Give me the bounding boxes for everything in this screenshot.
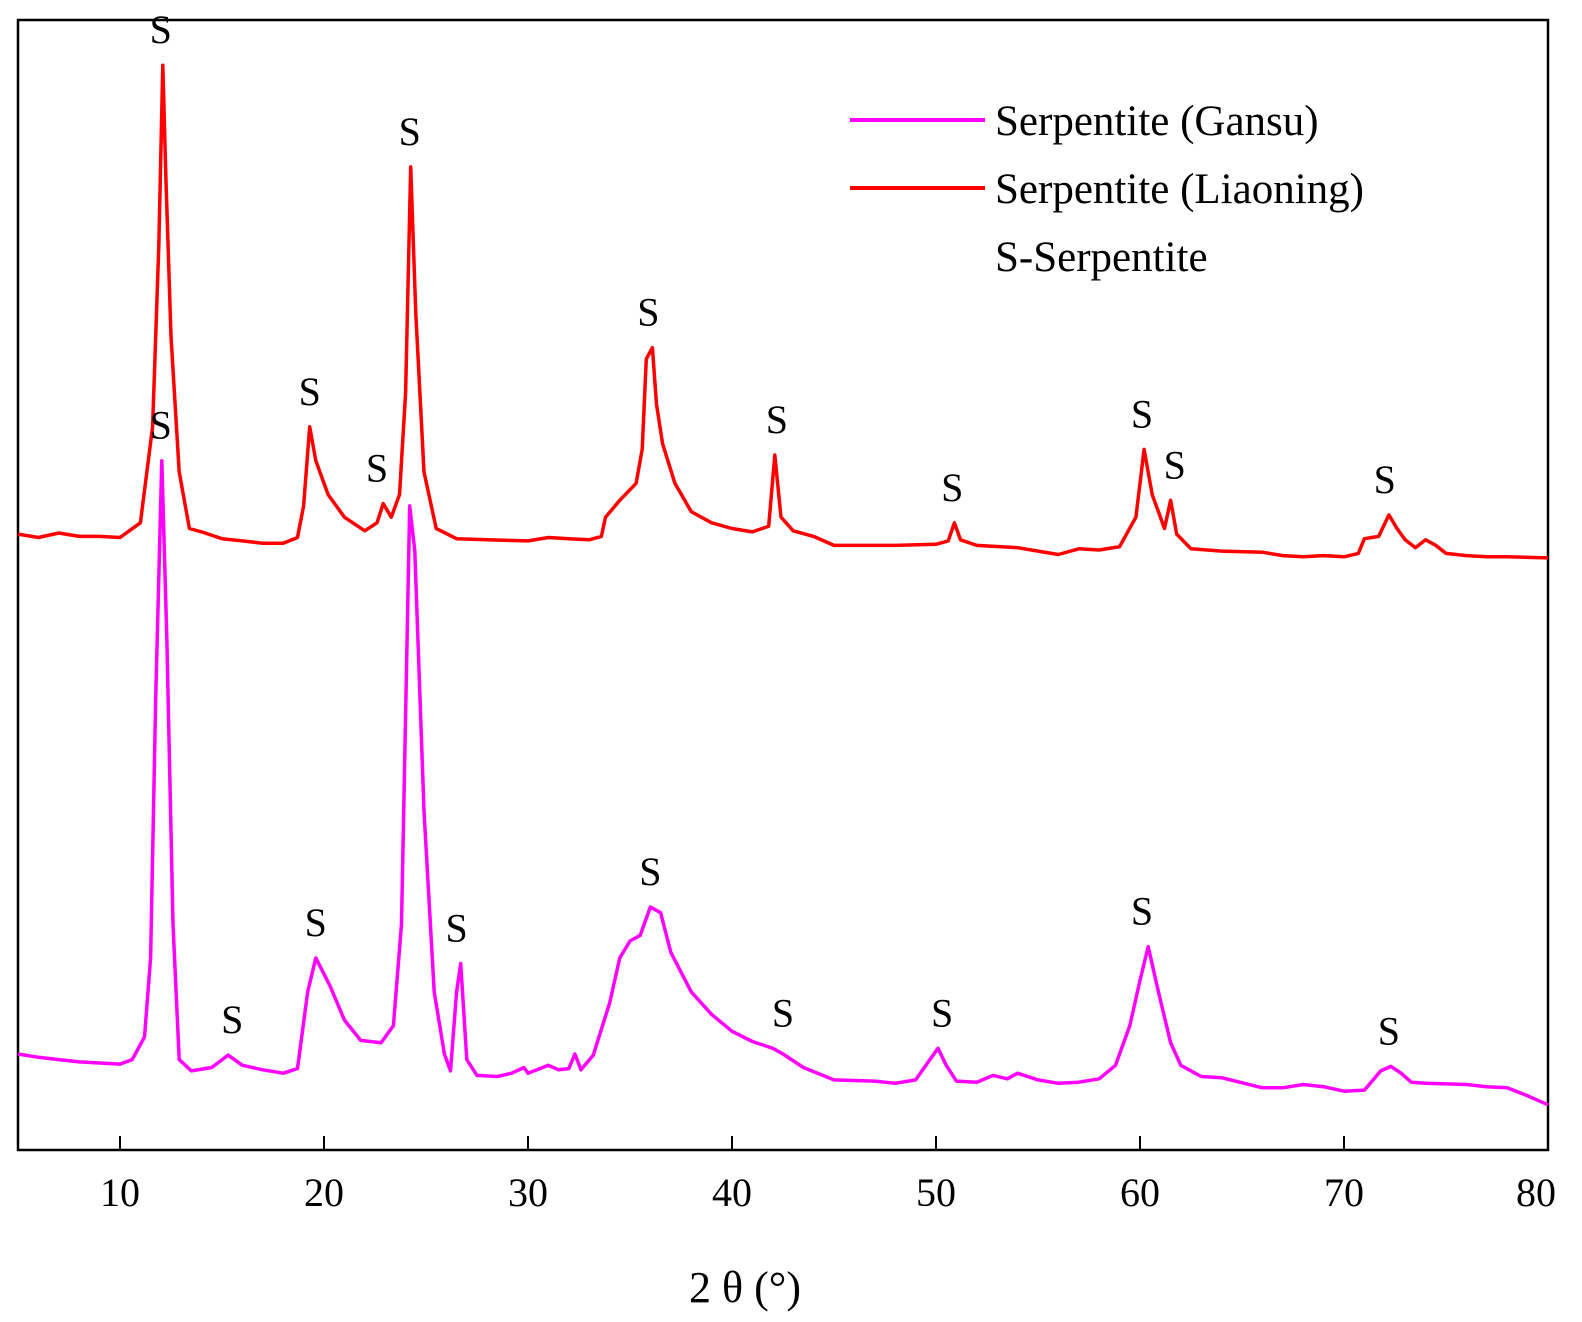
peak-label: S bbox=[305, 900, 327, 945]
legend-label-gansu: Serpentite (Gansu) bbox=[995, 98, 1319, 145]
peak-label: S bbox=[766, 397, 788, 442]
series-line-serpentite-liaoning bbox=[17, 63, 1549, 560]
x-tick-label: 20 bbox=[304, 1170, 344, 1215]
peak-label: S bbox=[445, 906, 467, 951]
peak-label: S bbox=[772, 990, 794, 1035]
legend: Serpentite (Gansu) Serpentite (Liaoning)… bbox=[850, 98, 1364, 281]
peak-label: S bbox=[941, 465, 963, 510]
peak-label: S bbox=[299, 369, 321, 414]
peak-label: S bbox=[150, 403, 172, 448]
peak-label: S bbox=[1131, 889, 1153, 934]
series-layer bbox=[17, 63, 1549, 1107]
peak-label: S bbox=[1164, 442, 1186, 487]
peak-label: S bbox=[399, 109, 421, 154]
x-tick-label: 10 bbox=[100, 1170, 140, 1215]
peak-label: S bbox=[931, 990, 953, 1035]
peak-label: S bbox=[221, 997, 243, 1042]
x-tick-label: 60 bbox=[1120, 1170, 1160, 1215]
peak-label: S bbox=[366, 446, 388, 491]
x-tick-label: 80 bbox=[1516, 1170, 1556, 1215]
x-tick-label: 40 bbox=[712, 1170, 752, 1215]
peak-label: S bbox=[639, 849, 661, 894]
x-tick-label: 30 bbox=[508, 1170, 548, 1215]
x-tick-label: 50 bbox=[916, 1170, 956, 1215]
peak-label: S bbox=[1378, 1008, 1400, 1053]
x-axis-ticks: 10 20 30 40 50 60 70 80 bbox=[100, 1136, 1556, 1215]
x-axis-label: 2 θ (°) bbox=[689, 1263, 801, 1312]
peak-label: S bbox=[1131, 391, 1153, 436]
peak-label: S bbox=[150, 7, 172, 52]
legend-note: S-Serpentite bbox=[995, 234, 1208, 281]
series-line-serpentite-gansu bbox=[17, 458, 1549, 1107]
peak-label: S bbox=[1374, 457, 1396, 502]
x-tick-label: 70 bbox=[1324, 1170, 1364, 1215]
plot-frame bbox=[16, 18, 1550, 1152]
peak-label: S bbox=[637, 290, 659, 335]
legend-label-liaoning: Serpentite (Liaoning) bbox=[995, 166, 1364, 213]
